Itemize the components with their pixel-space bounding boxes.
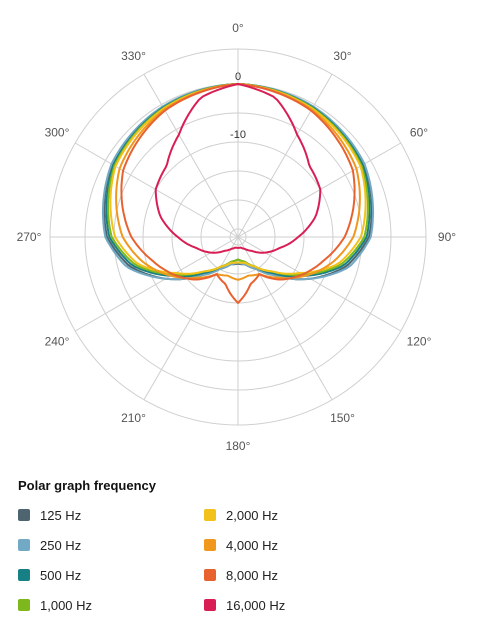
legend-item: 16,000 Hz [204,595,285,615]
angle-label: 270° [17,230,42,244]
legend-item: 1,000 Hz [18,595,92,615]
grid-spoke [237,236,402,332]
grid-spoke [237,236,333,401]
legend-title: Polar graph frequency [18,478,156,493]
legend-label: 2,000 Hz [226,507,279,523]
legend-label: 16,000 Hz [226,597,286,613]
angle-label: 0° [232,21,244,35]
legend-swatch [18,539,30,551]
polar-chart: 0° 30° 60° 90° 120° 150° 180° 210° 240° 270° 300° 3… [17,21,457,453]
legend-swatch [18,569,30,581]
grid-spoke [237,73,333,238]
polar-labels: 0° 30° 60° 90° 120° 150° 180° 210° 240° 270° 300° 3… [17,21,457,453]
series-curve-5 [115,83,361,281]
legend-swatch [204,509,216,521]
angle-label: 330° [121,49,146,63]
angle-label: 90° [438,230,456,244]
series-curve-7 [154,83,322,254]
legend-item: 2,000 Hz [204,505,278,525]
legend: Polar graph frequency 125 Hz 250 Hz 500 Hz… [18,478,458,625]
grid-spoke [74,236,239,332]
legend-swatch [204,599,216,611]
legend-swatch [18,599,30,611]
ring-label: 0 [235,71,241,83]
angle-label: 150° [330,411,355,425]
series-curve-3 [107,83,369,276]
ring-label: -10 [230,129,246,141]
series-curve-6 [120,83,356,304]
legend-label: 250 Hz [40,537,82,553]
legend-swatch [204,539,216,551]
legend-label: 1,000 Hz [40,597,93,613]
legend-label: 4,000 Hz [226,537,279,553]
angle-label: 60° [410,126,428,140]
legend-label: 125 Hz [40,507,82,523]
legend-label: 8,000 Hz [226,567,279,583]
polar-series [101,83,375,304]
legend-item: 4,000 Hz [204,535,278,555]
series-curve-4 [109,83,367,275]
legend-items: 125 Hz 250 Hz 500 Hz 1,000 Hz 2,000 Hz 4,000 … [18,505,458,625]
angle-label: 30° [333,49,351,63]
grid-spoke [143,236,239,401]
angle-label: 180° [226,439,251,453]
legend-swatch [204,569,216,581]
grid-spoke [143,73,239,238]
angle-label: 240° [45,335,70,349]
angle-label: 120° [407,335,432,349]
polar-plot: 0° 30° 60° 90° 120° 150° 180° 210° 240° 270° 300° 3… [17,21,457,453]
legend-item: 500 Hz [18,565,81,585]
angle-label: 300° [45,126,70,140]
angle-label: 210° [121,411,146,425]
legend-swatch [18,509,30,521]
legend-label: 500 Hz [40,567,82,583]
legend-item: 250 Hz [18,535,81,555]
legend-item: 125 Hz [18,505,81,525]
legend-item: 8,000 Hz [204,565,278,585]
